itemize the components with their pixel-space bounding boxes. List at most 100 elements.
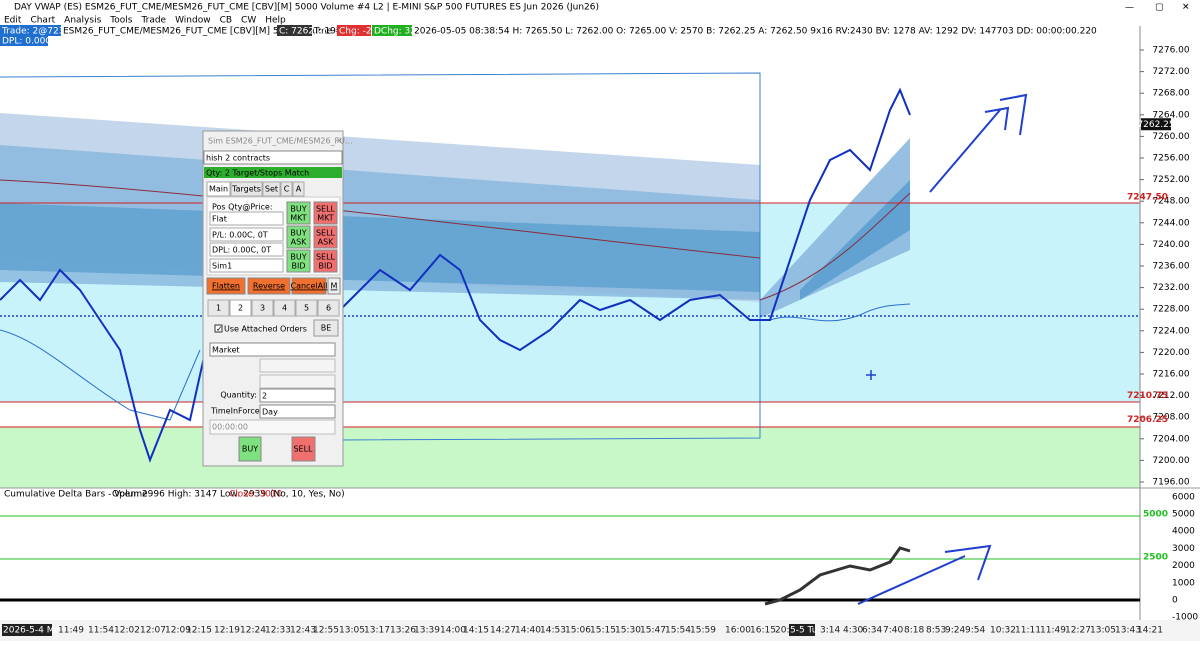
tab[interactable] [230, 181, 263, 197]
tif-label: TimeInForce: [210, 407, 262, 416]
menu-item[interactable]: Trade [140, 16, 166, 26]
window-button[interactable]: — [1125, 3, 1134, 13]
qty-button[interactable] [273, 299, 296, 317]
be-button[interactable] [313, 319, 339, 337]
qty-label: 3 [260, 304, 265, 313]
price-label: 7228.00 [1152, 305, 1189, 315]
timer-field [209, 419, 336, 435]
action-button[interactable] [206, 277, 246, 295]
price-label: 7244.00 [1152, 218, 1189, 228]
order-button-label: BUY [290, 229, 306, 238]
tab-label: C [284, 185, 290, 194]
time-label: 11:49 [58, 626, 84, 636]
menu-item[interactable]: Chart [30, 16, 55, 26]
menu-item[interactable]: Analysis [64, 16, 101, 26]
price-label: 7268.00 [1152, 89, 1189, 99]
qty-label: 5 [304, 304, 309, 313]
time-label: 12:19 [214, 626, 240, 636]
tab[interactable] [280, 181, 293, 197]
dpl: DPL: 0.00C, 0T [212, 246, 271, 255]
action-label: M [331, 282, 338, 291]
tab[interactable] [262, 181, 281, 197]
qty-button[interactable] [207, 299, 230, 317]
price-label: 7216.00 [1152, 370, 1189, 380]
account: Sim1 [212, 262, 232, 271]
order-button-label: BID [291, 262, 305, 271]
order-button-label: SELL [316, 229, 336, 238]
order-button[interactable] [313, 249, 338, 273]
time-label: 14:53 [540, 626, 566, 636]
date-badge [789, 624, 815, 636]
buy: BUY [242, 445, 258, 454]
menu-item[interactable]: CW [241, 16, 256, 26]
qty-button[interactable] [251, 299, 274, 317]
price-label: 7256.00 [1152, 154, 1189, 164]
checkbox[interactable] [214, 324, 223, 333]
indicator-close: Close: 3010 [229, 490, 283, 500]
time-label: 9:24 [945, 626, 965, 636]
sell-button[interactable] [291, 436, 316, 462]
quantity-select[interactable] [259, 388, 336, 403]
strategy-select[interactable] [203, 150, 343, 165]
price-label: 7264.00 [1152, 110, 1189, 120]
change: Chg: -2.75 [339, 27, 386, 37]
qty-button[interactable] [229, 299, 252, 317]
delta-axis-label: 6000 [1172, 492, 1195, 502]
order-button[interactable] [313, 225, 338, 249]
tif-select[interactable] [259, 404, 336, 419]
account-select[interactable] [209, 258, 284, 273]
qty-button[interactable] [295, 299, 318, 317]
action-button[interactable] [327, 277, 341, 295]
window-button[interactable]: ✕ [1182, 3, 1190, 13]
trade: Trade: 2@7239.75 [1, 27, 84, 37]
time-label: 15:30 [615, 626, 641, 636]
buy-button[interactable] [238, 436, 262, 462]
price-label: 7212.00 [1152, 391, 1189, 401]
empty-select[interactable] [259, 374, 336, 389]
close-button[interactable]: ✕ [336, 137, 343, 146]
field [209, 227, 284, 242]
qty-label: 2 [238, 304, 243, 313]
timer: 00:00:00 [212, 423, 248, 432]
daily-change: DChg: 32.00 [374, 27, 431, 37]
order-type-select[interactable] [209, 342, 336, 357]
menu-item[interactable]: Tools [109, 16, 132, 26]
dpl: DPL: 0.00C, 0T [2, 37, 69, 47]
qty-label: 6 [326, 304, 331, 313]
order-button[interactable] [313, 201, 338, 225]
menu-item[interactable]: Help [265, 16, 286, 26]
action-label: Flatten [212, 282, 240, 291]
menu-item[interactable]: Window [175, 16, 211, 26]
delta-bars [764, 546, 911, 606]
panel-title: Sim ESM26_FUT_CME/MESM26_FU... [208, 137, 353, 146]
window-button[interactable]: ▢ [1155, 3, 1164, 13]
qty-button[interactable] [317, 299, 340, 317]
menu-item[interactable]: CB [220, 16, 232, 26]
delta-axis-label: 3000 [1172, 544, 1195, 554]
action-button[interactable] [291, 277, 327, 295]
order-button[interactable] [286, 225, 311, 249]
level-label: 7247.50 [1127, 192, 1168, 202]
time-label: 4:30 [843, 626, 863, 636]
delta-axis-label: 0 [1172, 596, 1178, 606]
tab-label: Targets [231, 185, 261, 194]
time-label: 12:15 [186, 626, 212, 636]
time-label: 12:33 [265, 626, 291, 636]
tab[interactable] [206, 181, 231, 197]
order-button-label: SELL [316, 253, 336, 262]
action-button[interactable] [247, 277, 291, 295]
indicator-line [0, 329, 201, 421]
be: BE [321, 324, 332, 333]
tab[interactable] [292, 181, 305, 197]
attached-orders: Use Attached Orders [224, 325, 307, 334]
order-button[interactable] [286, 201, 311, 225]
menu-item[interactable]: Edit [4, 16, 22, 26]
order-button[interactable] [286, 249, 311, 273]
tif: Day [262, 408, 278, 417]
indicator-title: Cumulative Delta Bars - Volume [4, 490, 148, 500]
empty-select[interactable] [259, 358, 336, 373]
delta-axis-label: -1000 [1172, 613, 1198, 623]
vwap-line [0, 179, 761, 259]
current-price: 7262.25 [1137, 120, 1174, 130]
